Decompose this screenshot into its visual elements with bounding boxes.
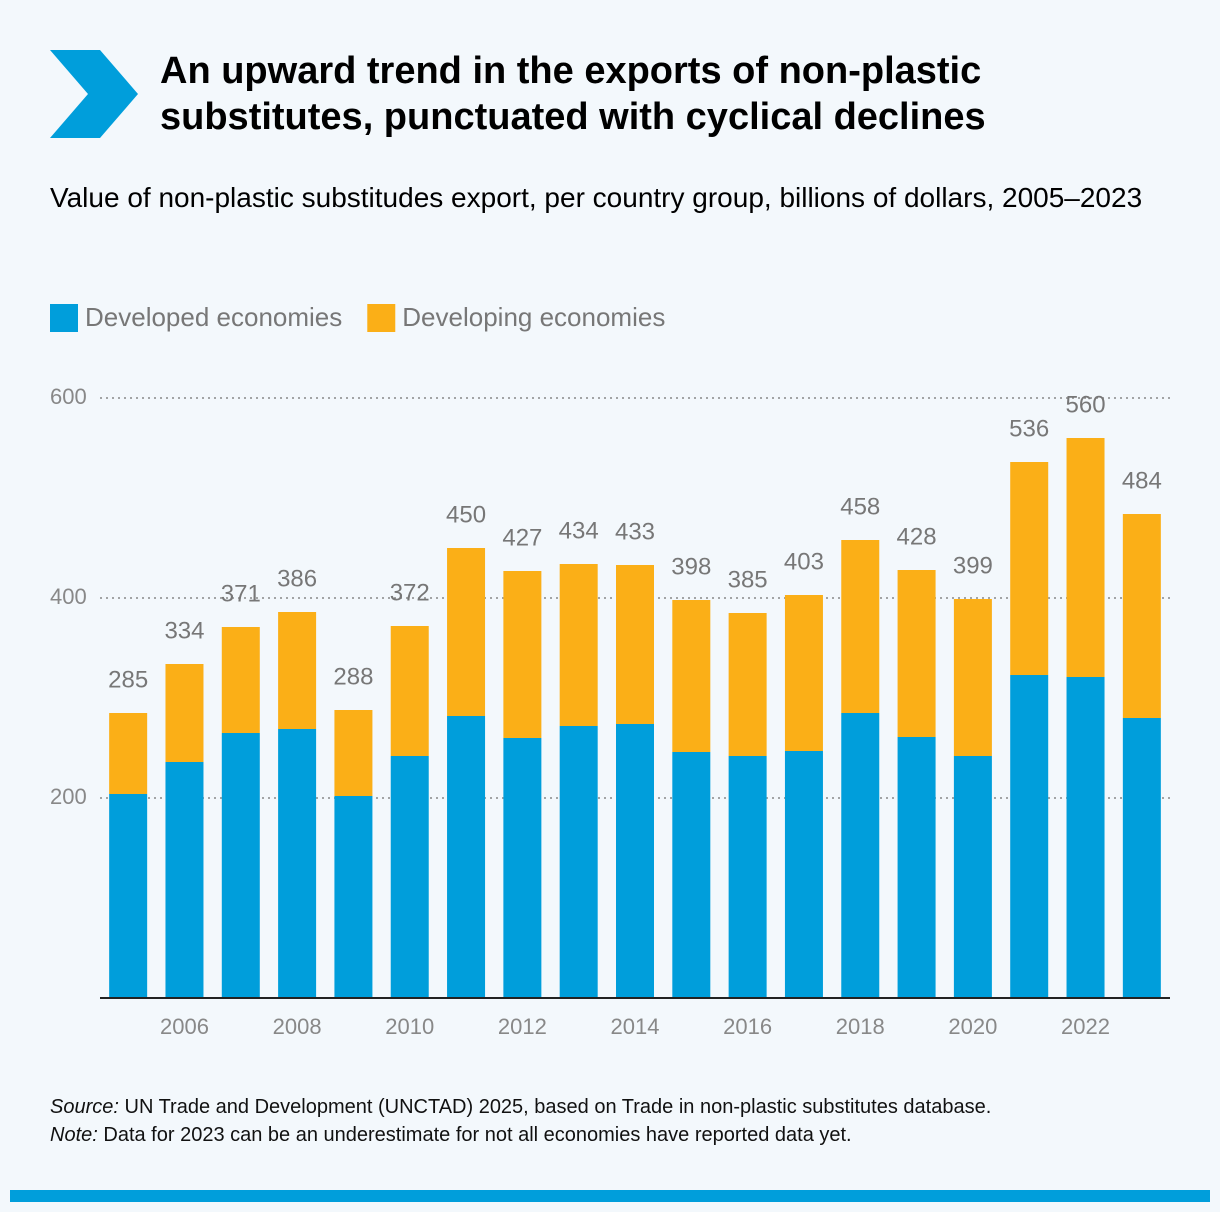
value-label: 285 — [108, 666, 148, 693]
value-label: 372 — [390, 579, 430, 606]
bar-segment — [841, 713, 880, 998]
bar-segment — [672, 752, 711, 998]
source-label: Source: — [50, 1096, 119, 1118]
bar-segment — [109, 713, 148, 794]
bar-segment — [897, 737, 936, 998]
bar-segment — [841, 540, 880, 713]
bar-segment — [953, 599, 992, 756]
bottom-bar — [10, 1190, 1210, 1202]
value-label: 536 — [1009, 415, 1049, 442]
bar-segment — [390, 756, 429, 998]
bar-segment — [278, 729, 317, 998]
x-tick-label: 2008 — [273, 1014, 322, 1039]
bar-segment — [1010, 675, 1049, 998]
bar-segment — [278, 612, 317, 729]
value-label: 427 — [502, 524, 542, 551]
x-tick-label: 2012 — [498, 1014, 547, 1039]
bar-segment — [672, 600, 711, 752]
x-tick-label: 2016 — [723, 1014, 772, 1039]
bar-segment — [503, 738, 542, 998]
x-tick-label: 2014 — [611, 1014, 660, 1039]
chart: Developed economies Developing economies 2… — [50, 302, 1170, 1039]
value-label: 433 — [615, 518, 655, 545]
bar-segment — [334, 796, 373, 998]
bar-segment — [1066, 438, 1105, 677]
value-label: 450 — [446, 501, 486, 528]
value-label: 428 — [897, 523, 937, 550]
value-label: 371 — [221, 580, 261, 607]
bar-segment — [165, 664, 204, 762]
value-label: 334 — [164, 617, 204, 644]
bar-segment — [559, 564, 598, 726]
value-label: 458 — [840, 493, 880, 520]
bar-segment — [109, 794, 148, 998]
bar-segment — [1010, 462, 1049, 675]
y-tick-label: 200 — [50, 784, 87, 809]
bar-segment — [221, 627, 260, 733]
value-label: 288 — [333, 663, 373, 690]
bar-segment — [784, 595, 823, 751]
chart-subtitle: Value of non-plastic substitudes export,… — [50, 182, 1143, 213]
source: Source: UN Trade and Development (UNCTAD… — [50, 1096, 991, 1119]
legend-swatch — [367, 304, 396, 332]
x-tick-label: 2018 — [836, 1014, 885, 1039]
bar-segment — [728, 756, 767, 998]
value-label: 385 — [728, 566, 768, 593]
bar-segment — [447, 548, 486, 716]
value-label: 484 — [1122, 467, 1162, 494]
bar-segment — [784, 751, 823, 998]
value-label: 398 — [671, 553, 711, 580]
x-tick-label: 2022 — [1061, 1014, 1110, 1039]
bar-segment — [447, 716, 486, 998]
y-tick-label: 600 — [50, 384, 87, 409]
bar-segment — [503, 571, 542, 738]
x-tick-label: 2020 — [948, 1014, 997, 1039]
bar-segment — [1122, 718, 1161, 998]
source-text: UN Trade and Development (UNCTAD) 2025, … — [124, 1096, 992, 1118]
value-label: 403 — [784, 548, 824, 575]
chart-title: An upward trend in the exports of non-pl… — [160, 50, 986, 138]
bar-segment — [897, 570, 936, 737]
bar-segment — [221, 733, 260, 998]
value-label: 434 — [559, 517, 599, 544]
bar-segment — [390, 626, 429, 756]
x-tick-label: 2006 — [160, 1014, 209, 1039]
value-label: 399 — [953, 552, 993, 579]
note-label: Note: — [50, 1124, 98, 1146]
bar-segment — [559, 726, 598, 998]
legend-label: Developing economies — [402, 302, 665, 332]
note: Note: Data for 2023 can be an underestim… — [50, 1124, 852, 1147]
bar-segment — [728, 613, 767, 756]
x-tick-label: 2010 — [385, 1014, 434, 1039]
legend-label: Developed economies — [85, 302, 342, 332]
y-tick-label: 400 — [50, 584, 87, 609]
chevron-icon — [50, 50, 138, 138]
bar-segment — [616, 724, 654, 998]
bar-segment — [334, 710, 373, 796]
value-label: 560 — [1066, 391, 1106, 418]
bar-segment — [165, 762, 204, 998]
bar-segment — [1122, 514, 1161, 718]
bar-segment — [1066, 677, 1105, 998]
note-text: Data for 2023 can be an underestimate fo… — [103, 1124, 852, 1146]
bar-segment — [953, 756, 992, 998]
value-label: 386 — [277, 565, 317, 592]
legend-swatch — [50, 304, 78, 332]
bar-segment — [616, 565, 654, 724]
